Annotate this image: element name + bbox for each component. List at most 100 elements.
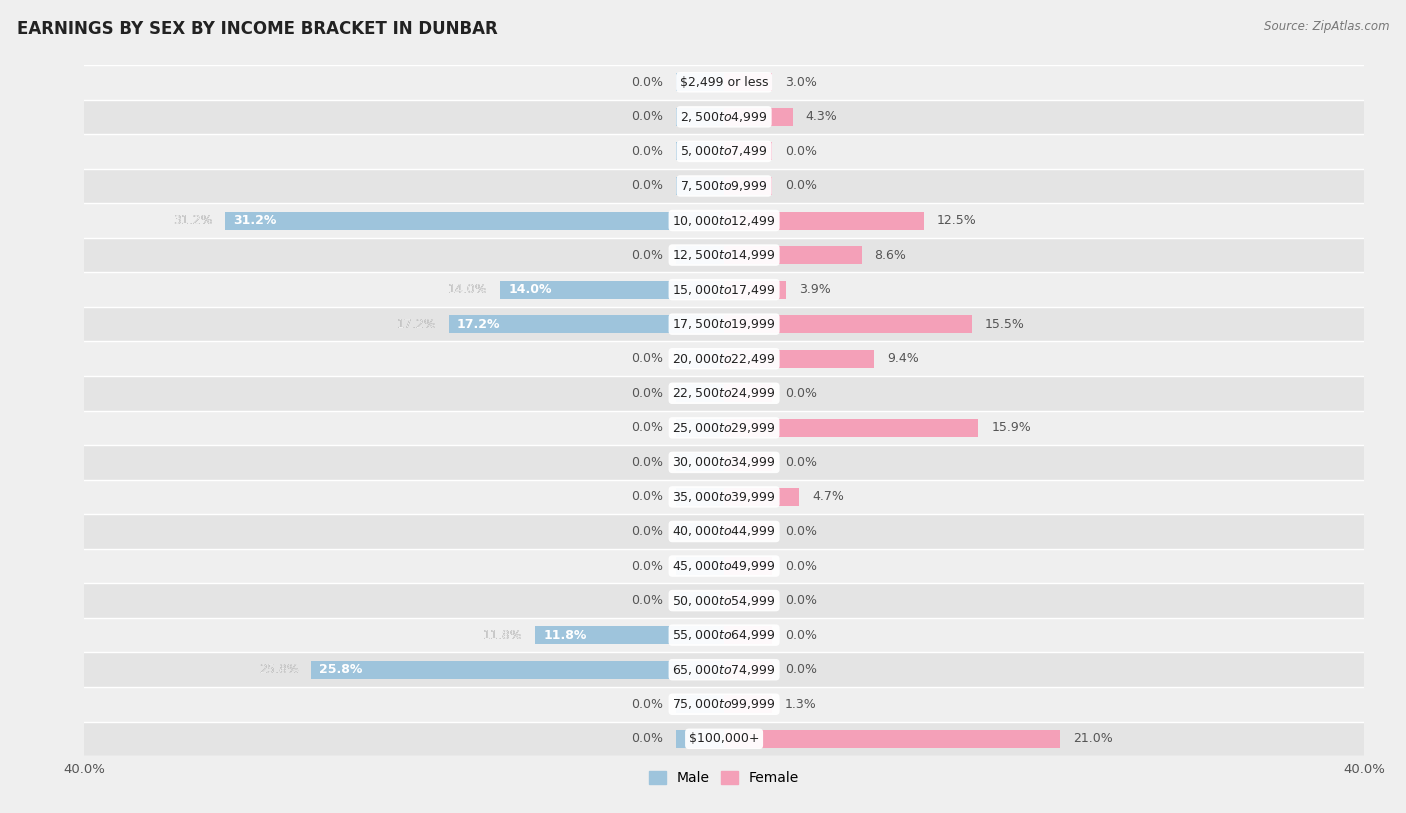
Text: 0.0%: 0.0% — [631, 76, 664, 89]
Bar — [724, 385, 772, 402]
Text: 0.0%: 0.0% — [631, 698, 664, 711]
Text: 0.0%: 0.0% — [631, 733, 664, 746]
Text: EARNINGS BY SEX BY INCOME BRACKET IN DUNBAR: EARNINGS BY SEX BY INCOME BRACKET IN DUN… — [17, 20, 498, 38]
Text: 4.7%: 4.7% — [813, 490, 844, 503]
Text: 0.0%: 0.0% — [631, 525, 664, 538]
Bar — [84, 65, 1364, 99]
Text: 31.2%: 31.2% — [233, 214, 277, 227]
Text: Source: ZipAtlas.com: Source: ZipAtlas.com — [1264, 20, 1389, 33]
Text: 11.8%: 11.8% — [482, 628, 523, 641]
Text: 4.3%: 4.3% — [806, 111, 838, 124]
Bar — [84, 341, 1364, 376]
Text: $15,000 to $17,499: $15,000 to $17,499 — [672, 283, 776, 297]
Text: 25.8%: 25.8% — [259, 663, 298, 676]
Text: $22,500 to $24,999: $22,500 to $24,999 — [672, 386, 776, 400]
Bar — [724, 73, 772, 91]
Text: 0.0%: 0.0% — [631, 145, 664, 158]
Bar — [676, 695, 724, 713]
Text: 21.0%: 21.0% — [1073, 733, 1112, 746]
Text: 11.8%: 11.8% — [543, 628, 586, 641]
Bar — [724, 488, 799, 506]
Bar — [84, 446, 1364, 480]
Text: 25.8%: 25.8% — [259, 663, 298, 676]
Text: 17.2%: 17.2% — [396, 318, 436, 331]
Bar — [84, 134, 1364, 169]
Bar — [724, 730, 1060, 748]
Bar — [724, 695, 772, 713]
Bar — [84, 618, 1364, 652]
Text: 14.0%: 14.0% — [447, 283, 488, 296]
Bar — [724, 177, 772, 195]
Bar — [84, 515, 1364, 549]
Bar — [676, 419, 724, 437]
Text: 3.9%: 3.9% — [799, 283, 831, 296]
Text: $100,000+: $100,000+ — [689, 733, 759, 746]
Text: 31.2%: 31.2% — [173, 214, 212, 227]
Text: $12,500 to $14,999: $12,500 to $14,999 — [672, 248, 776, 262]
Text: 31.2%: 31.2% — [173, 214, 212, 227]
Text: 17.2%: 17.2% — [396, 318, 436, 331]
Bar — [676, 350, 724, 367]
Bar — [84, 272, 1364, 307]
Text: $17,500 to $19,999: $17,500 to $19,999 — [672, 317, 776, 331]
Text: 25.8%: 25.8% — [319, 663, 363, 676]
Bar — [724, 211, 924, 229]
Bar — [84, 687, 1364, 722]
Text: 0.0%: 0.0% — [631, 180, 664, 193]
Bar — [676, 385, 724, 402]
Text: 0.0%: 0.0% — [785, 180, 817, 193]
Text: $20,000 to $22,499: $20,000 to $22,499 — [672, 352, 776, 366]
Bar — [84, 722, 1364, 756]
Text: $65,000 to $74,999: $65,000 to $74,999 — [672, 663, 776, 676]
Text: 15.5%: 15.5% — [984, 318, 1025, 331]
Text: 0.0%: 0.0% — [785, 145, 817, 158]
Text: 0.0%: 0.0% — [785, 525, 817, 538]
Bar — [84, 237, 1364, 272]
Bar — [449, 315, 724, 333]
Bar — [724, 626, 772, 644]
Bar — [676, 454, 724, 472]
Bar — [724, 142, 772, 160]
Text: $75,000 to $99,999: $75,000 to $99,999 — [672, 698, 776, 711]
Text: 0.0%: 0.0% — [785, 559, 817, 572]
Text: $25,000 to $29,999: $25,000 to $29,999 — [672, 421, 776, 435]
Text: 0.0%: 0.0% — [631, 594, 664, 607]
Legend: Male, Female: Male, Female — [644, 766, 804, 790]
Text: $40,000 to $44,999: $40,000 to $44,999 — [672, 524, 776, 538]
Text: 0.0%: 0.0% — [631, 387, 664, 400]
Bar — [724, 661, 772, 679]
Text: $30,000 to $34,999: $30,000 to $34,999 — [672, 455, 776, 469]
Bar — [676, 557, 724, 575]
Text: 0.0%: 0.0% — [631, 490, 664, 503]
Text: 0.0%: 0.0% — [631, 456, 664, 469]
Bar — [724, 280, 786, 298]
Text: 0.0%: 0.0% — [631, 111, 664, 124]
Text: 9.4%: 9.4% — [887, 352, 920, 365]
Bar — [84, 480, 1364, 515]
Bar — [84, 307, 1364, 341]
Bar — [84, 584, 1364, 618]
Text: 8.6%: 8.6% — [875, 249, 907, 262]
Text: 0.0%: 0.0% — [631, 352, 664, 365]
Text: 3.0%: 3.0% — [785, 76, 817, 89]
Text: $45,000 to $49,999: $45,000 to $49,999 — [672, 559, 776, 573]
Text: $35,000 to $39,999: $35,000 to $39,999 — [672, 490, 776, 504]
Text: 0.0%: 0.0% — [785, 663, 817, 676]
Bar — [84, 652, 1364, 687]
Text: 0.0%: 0.0% — [785, 456, 817, 469]
Bar — [84, 411, 1364, 446]
Text: 0.0%: 0.0% — [785, 594, 817, 607]
Text: 11.8%: 11.8% — [482, 628, 523, 641]
Text: 1.3%: 1.3% — [785, 698, 817, 711]
Bar — [724, 246, 862, 264]
Text: 0.0%: 0.0% — [785, 628, 817, 641]
Bar — [536, 626, 724, 644]
Text: 12.5%: 12.5% — [936, 214, 977, 227]
Text: $50,000 to $54,999: $50,000 to $54,999 — [672, 593, 776, 607]
Bar — [724, 419, 979, 437]
Bar — [676, 730, 724, 748]
Text: $2,499 or less: $2,499 or less — [681, 76, 768, 89]
Bar — [676, 108, 724, 126]
Bar — [676, 73, 724, 91]
Bar — [676, 142, 724, 160]
